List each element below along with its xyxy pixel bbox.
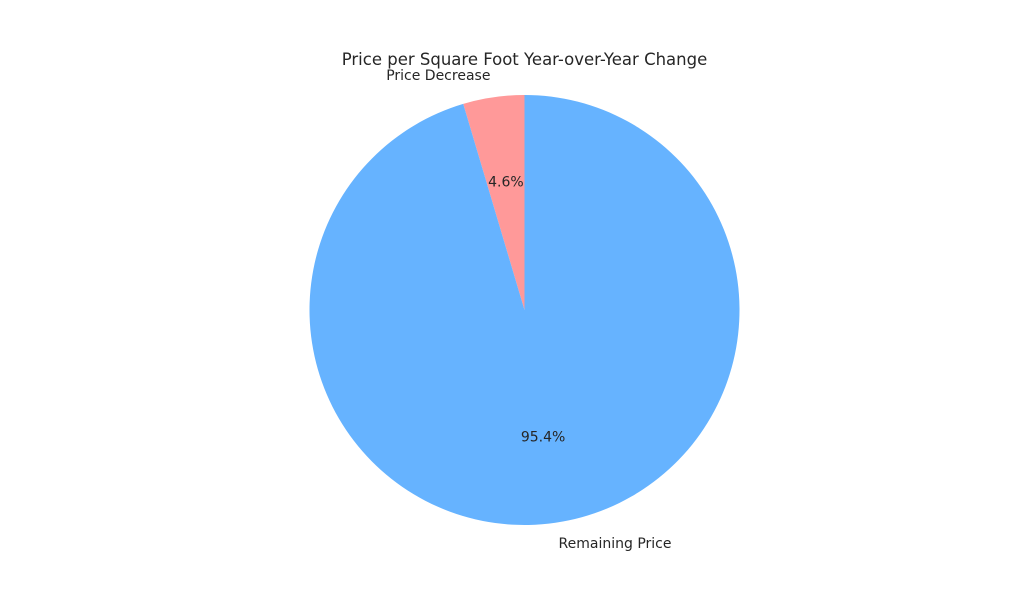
pct-label-remaining-price: 95.4% <box>521 430 565 446</box>
pie-slice-remaining-price <box>309 95 740 525</box>
chart-title: Price per Square Foot Year-over-Year Cha… <box>342 50 708 69</box>
slice-label-price-decrease: Price Decrease <box>386 68 490 84</box>
pie-slice-price-decrease <box>463 95 525 310</box>
slice-label-remaining-price: Remaining Price <box>559 536 672 552</box>
pie-labels: 4.6% Price Decrease 95.4% Remaining Price <box>386 68 671 552</box>
pie-slices <box>309 95 740 525</box>
pct-label-price-decrease: 4.6% <box>488 174 524 190</box>
